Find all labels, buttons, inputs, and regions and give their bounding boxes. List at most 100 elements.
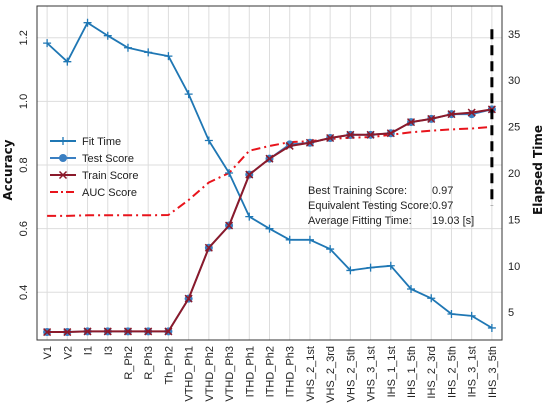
data-point	[245, 212, 254, 221]
annotation-line: Average Fitting Time: 19.03 [s]	[308, 215, 474, 227]
data-point	[285, 235, 294, 244]
data-point	[346, 130, 355, 139]
x-tick-label: VTHD_Ph1	[184, 346, 196, 402]
legend-marker	[58, 170, 68, 180]
annotation-line: Best Training Score: 0.97	[308, 185, 453, 197]
x-tick-label: I1	[83, 346, 95, 355]
y2-tick-label: 20	[508, 168, 520, 180]
x-tick-label: VHS_2_5th	[345, 346, 357, 402]
legend-label: Test Score	[82, 153, 134, 165]
data-point	[467, 311, 476, 320]
x-tick-label: R_Ph3	[143, 346, 155, 380]
x-tick-label: IHS_3_5th	[487, 346, 499, 398]
y-tick-label: 0.8	[18, 157, 30, 172]
y-tick-label: 1.0	[18, 94, 30, 109]
legend-entry-train-score: Train Score	[50, 170, 138, 182]
legend-marker	[59, 137, 67, 145]
y2-tick-label: 5	[508, 307, 514, 319]
y2-tick-label: 10	[508, 261, 520, 273]
data-point	[447, 110, 456, 119]
data-point	[326, 245, 335, 254]
data-point	[245, 170, 254, 179]
x-tick-label: V1	[42, 346, 54, 359]
data-point	[366, 263, 375, 272]
data-point	[144, 327, 153, 336]
data-point	[164, 327, 173, 336]
data-point	[427, 294, 436, 303]
y2-tick-label: 15	[508, 214, 520, 226]
data-point	[326, 133, 335, 143]
plot-frame	[36, 5, 503, 341]
data-point	[447, 310, 456, 319]
data-point	[305, 138, 314, 147]
data-point	[225, 169, 234, 177]
data-point	[467, 108, 476, 117]
annotation-line: Equivalent Testing Score: 0.97	[308, 200, 453, 212]
y-tick-label: 0.4	[18, 285, 30, 300]
x-tick-label: Th_Ph2	[163, 346, 175, 385]
data-point	[427, 114, 436, 123]
data-point	[265, 224, 274, 233]
y2-tick-label: 35	[508, 29, 520, 41]
y2-tick-label: 25	[508, 122, 520, 134]
data-point	[366, 130, 375, 139]
series-fit-time	[43, 18, 496, 332]
data-point	[204, 136, 213, 145]
data-point	[184, 294, 193, 303]
annotation-value: 0.97	[432, 200, 453, 212]
x-axis-ticks: V1 V2 I1 I3 R_Ph2 R_Ph3 Th_Ph2 VTHD_Ph1 VTHD_Ph2…	[42, 346, 499, 403]
data-point	[83, 327, 92, 336]
annotation-value: 19.03 [s]	[432, 215, 474, 227]
y2-axis-title: Elapsed Time	[531, 125, 545, 215]
data-point	[386, 129, 395, 138]
data-point	[63, 57, 72, 66]
data-point	[406, 118, 416, 127]
x-tick-label: VTHD_Ph2	[204, 346, 216, 402]
data-point	[43, 328, 52, 337]
x-tick-label: VHS_2_3rd	[325, 346, 337, 403]
x-tick-label: IHS_3_1st	[467, 346, 479, 397]
data-point	[164, 52, 173, 61]
y-tick-label: 1.2	[18, 30, 30, 45]
left-axis-ticks: 0.4 0.6 0.8 1.0 1.2	[18, 30, 30, 300]
data-point	[83, 18, 92, 27]
x-tick-label: VHS_3_1st	[366, 346, 378, 402]
data-point	[204, 243, 213, 252]
data-point	[43, 39, 52, 48]
data-point	[103, 31, 112, 40]
data-point	[487, 323, 496, 332]
y2-tick-label: 30	[508, 75, 520, 87]
annotation-value: 0.97	[432, 185, 453, 197]
annotation-label: Best Training Score:	[308, 185, 407, 197]
y-tick-label: 0.6	[18, 221, 30, 236]
x-tick-label: VHS_2_1st	[305, 346, 317, 402]
data-point	[407, 284, 416, 293]
x-tick-label: IHS_2_5th	[446, 346, 458, 398]
x-tick-label: R_Ph2	[123, 346, 135, 380]
legend-label: Fit Time	[82, 136, 121, 148]
data-point	[63, 328, 72, 337]
y-axis-title: Accuracy	[1, 139, 15, 200]
right-axis-ticks: 5 10 15 20 25 30 35	[508, 29, 520, 319]
x-tick-label: ITHD_Ph2	[265, 346, 277, 397]
series-layer	[43, 18, 496, 337]
x-tick-label: IHS_1_5th	[406, 346, 418, 398]
legend-entry-fit-time: Fit Time	[50, 136, 121, 148]
data-point	[144, 48, 153, 57]
series-train-score	[43, 105, 496, 337]
x-tick-label: IHS_1_1st	[386, 346, 398, 397]
x-tick-label: IHS_2_3rd	[426, 346, 438, 399]
data-point	[184, 90, 193, 99]
x-tick-label: I3	[103, 346, 115, 355]
annotation-label: Equivalent Testing Score:	[308, 200, 432, 212]
x-tick-label: ITHD_Ph1	[244, 346, 256, 397]
x-tick-label: V2	[62, 346, 74, 359]
data-point	[346, 266, 355, 275]
data-point	[103, 327, 112, 336]
data-point	[225, 221, 234, 230]
x-tick-label: ITHD_Ph3	[285, 346, 297, 397]
legend-marker	[59, 154, 67, 162]
